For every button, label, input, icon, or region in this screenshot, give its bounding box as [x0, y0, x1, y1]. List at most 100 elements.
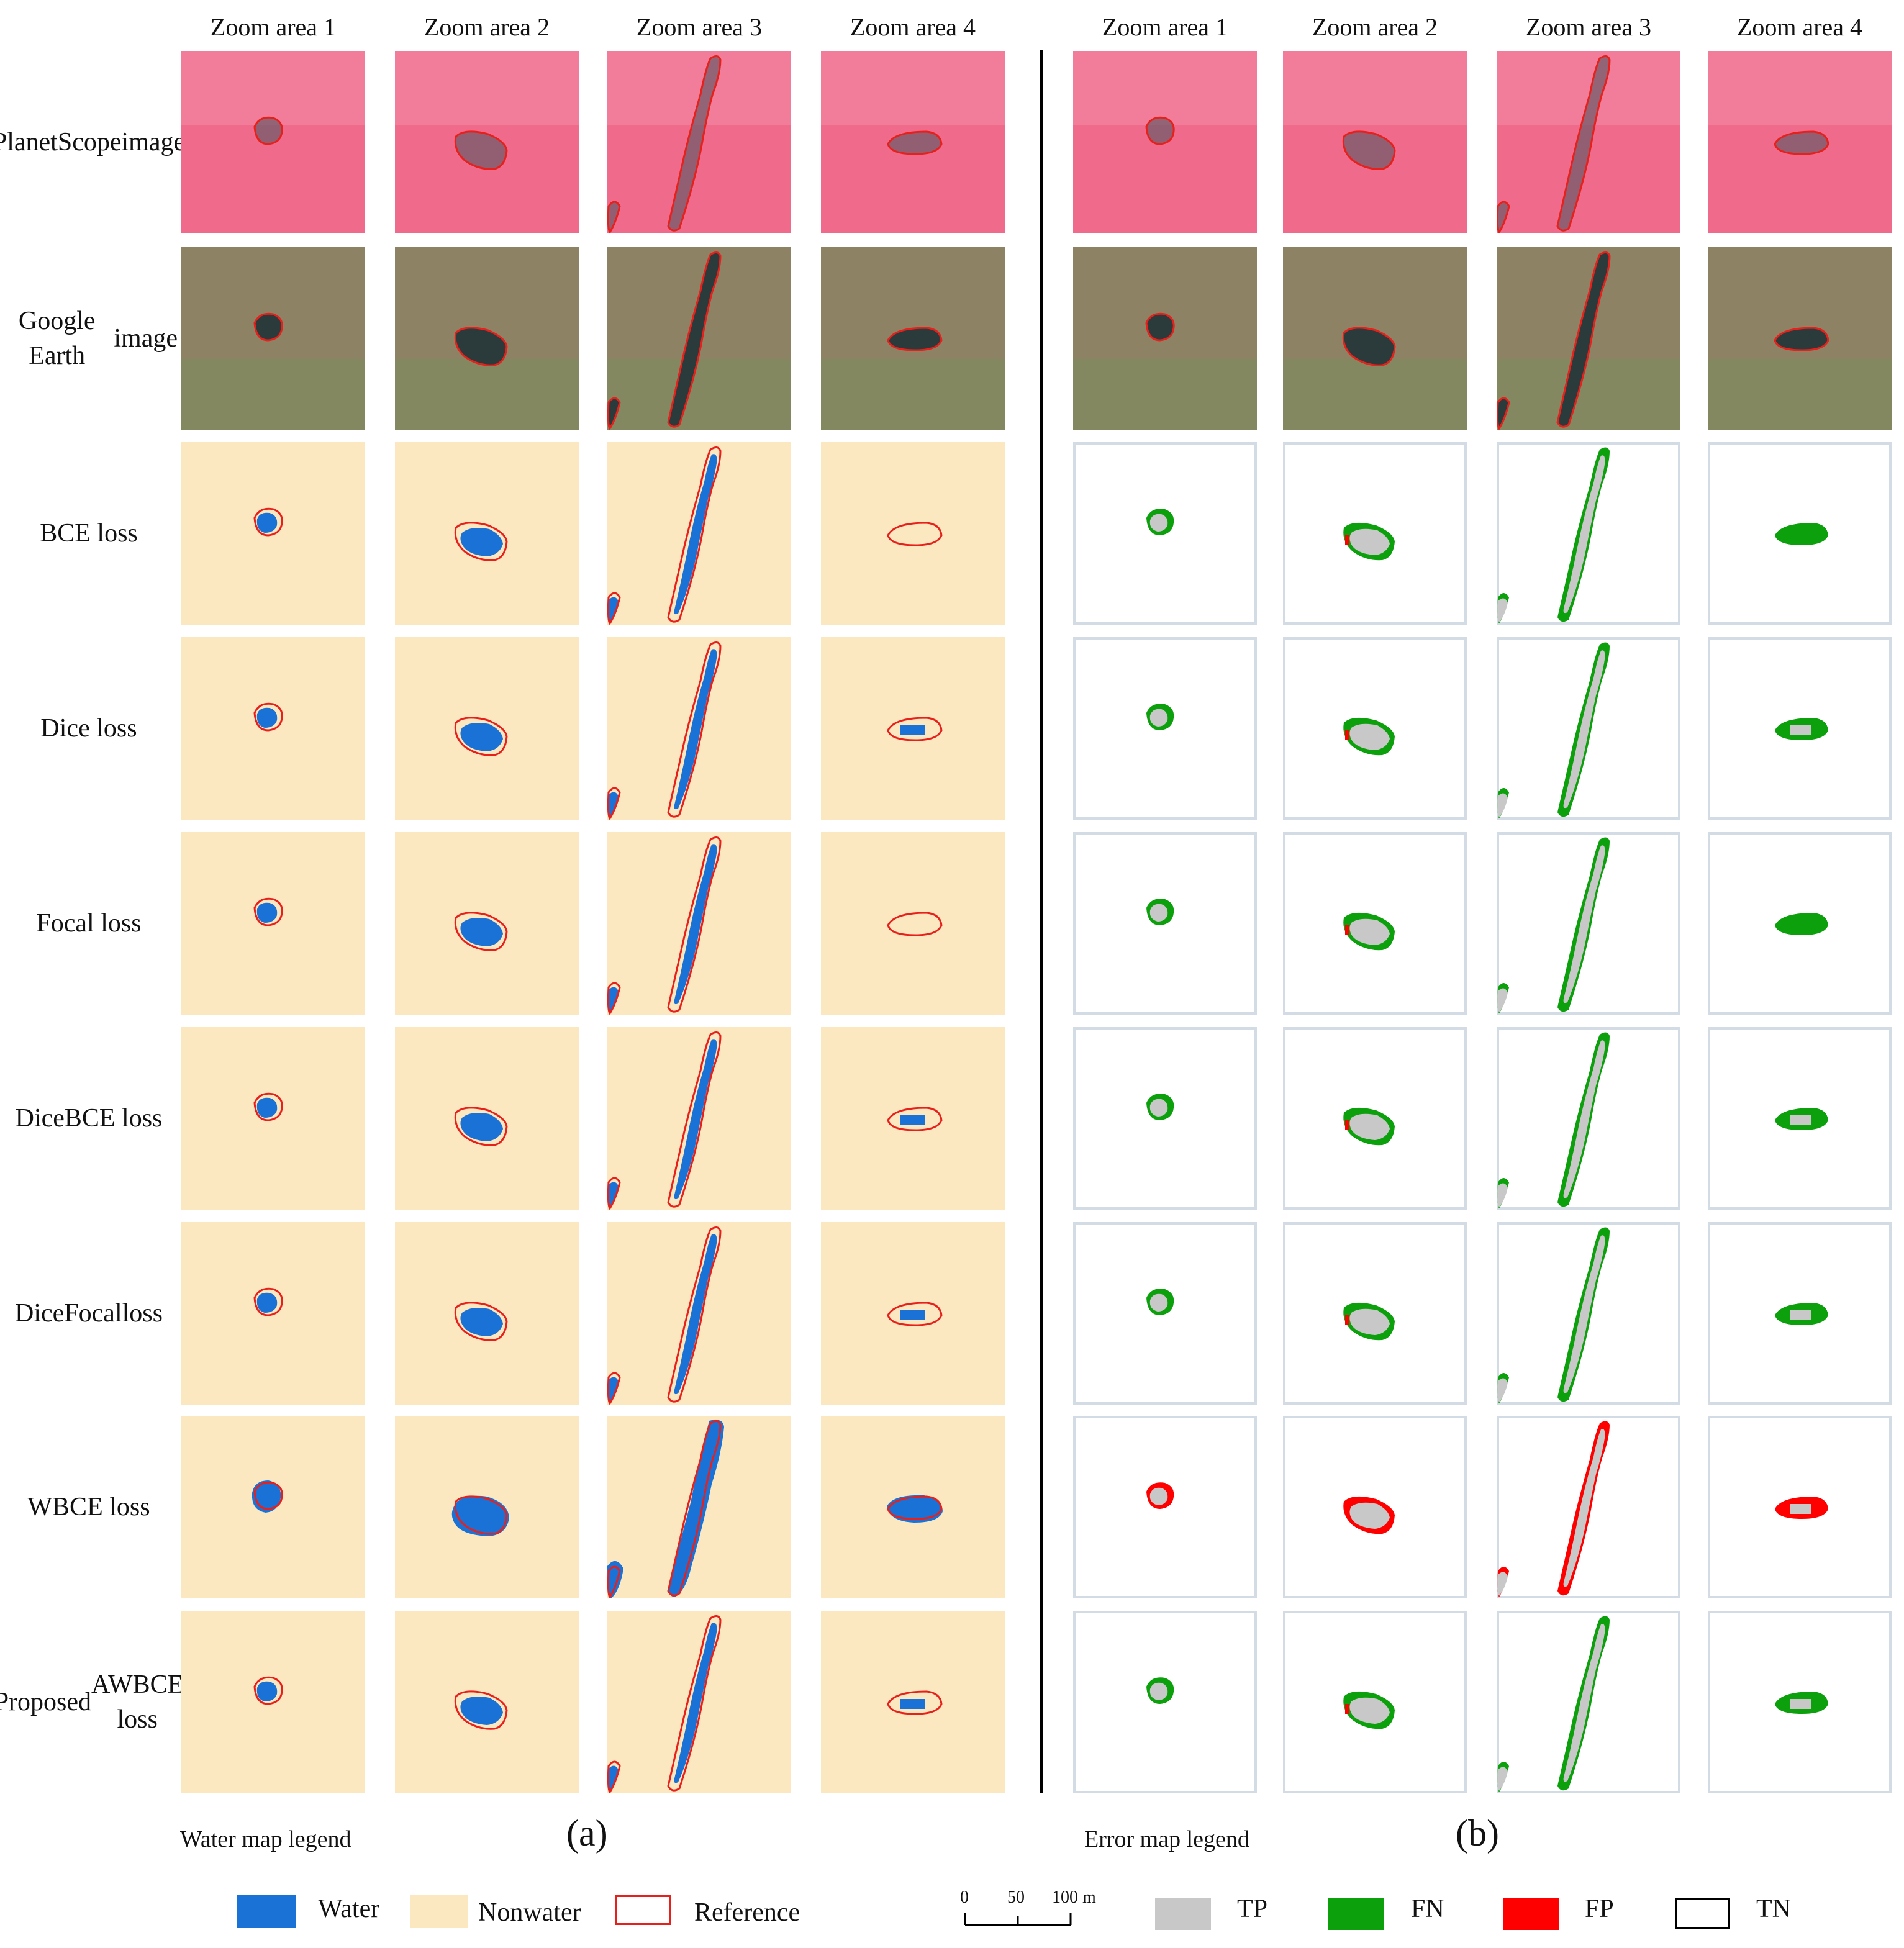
nonwater-swatch	[410, 1895, 468, 1928]
fn-legend-label: FN	[1411, 1895, 1444, 1923]
reference-swatch	[615, 1895, 671, 1925]
cell-b-bce-zoom2	[1283, 442, 1467, 625]
cell-a-wbce-zoom2	[395, 1416, 579, 1598]
cell-b-awbce-zoom1	[1073, 1611, 1257, 1793]
cell-b-wbce-zoom4	[1708, 1416, 1892, 1598]
cell-b-focal-zoom3	[1497, 832, 1680, 1015]
cell-a-google-zoom4	[821, 247, 1005, 430]
cell-b-awbce-zoom3	[1497, 1611, 1680, 1793]
cell-a-planet-zoom3	[607, 51, 791, 233]
row-label-google-earth: Google Earth image	[18, 307, 178, 370]
cell-a-dicebce-zoom2	[395, 1027, 579, 1210]
cell-a-dicefocal-zoom3	[607, 1222, 791, 1405]
cell-b-dicebce-zoom1	[1073, 1027, 1257, 1210]
cell-a-focal-zoom1	[181, 832, 365, 1015]
cell-a-dice-zoom2	[395, 637, 579, 820]
cell-b-planet-zoom3	[1497, 51, 1680, 233]
cell-a-planet-zoom1	[181, 51, 365, 233]
cell-a-dice-zoom3	[607, 637, 791, 820]
cell-b-dicefocal-zoom2	[1283, 1222, 1467, 1405]
scale-bar: 0 50 100 m	[959, 1888, 1114, 1937]
cell-a-google-zoom2	[395, 247, 579, 430]
cell-a-dice-zoom4	[821, 637, 1005, 820]
col-header-a-1: Zoom area 1	[210, 13, 337, 41]
error-legend-title: Error map legend	[1084, 1826, 1249, 1852]
cell-b-wbce-zoom2	[1283, 1416, 1467, 1598]
cell-a-dicebce-zoom4	[821, 1027, 1005, 1210]
cell-a-dicefocal-zoom1	[181, 1222, 365, 1405]
cell-a-bce-zoom2	[395, 442, 579, 625]
cell-b-awbce-zoom4	[1708, 1611, 1892, 1793]
tp-legend-label: TP	[1237, 1895, 1268, 1923]
cell-b-bce-zoom1	[1073, 442, 1257, 625]
water-swatch	[237, 1895, 296, 1928]
cell-b-dicefocal-zoom1	[1073, 1222, 1257, 1405]
cell-a-google-zoom3	[607, 247, 791, 430]
col-header-b-2: Zoom area 2	[1312, 13, 1438, 41]
cell-a-dicefocal-zoom2	[395, 1222, 579, 1405]
nonwater-legend-label: Nonwater	[478, 1898, 581, 1927]
cell-a-awbce-zoom2	[395, 1611, 579, 1793]
col-header-a-3: Zoom area 3	[636, 13, 763, 41]
panel-label-b: (b)	[1456, 1813, 1499, 1854]
scale-tick-0: 0	[960, 1888, 969, 1907]
cell-b-awbce-zoom2	[1283, 1611, 1467, 1793]
cell-b-dicebce-zoom3	[1497, 1027, 1680, 1210]
cell-a-dice-zoom1	[181, 637, 365, 820]
cell-b-wbce-zoom3	[1497, 1416, 1680, 1598]
cell-a-planet-zoom4	[821, 51, 1005, 233]
cell-a-wbce-zoom3	[607, 1416, 791, 1598]
cell-a-wbce-zoom1	[181, 1416, 365, 1598]
cell-a-bce-zoom4	[821, 442, 1005, 625]
fn-swatch	[1328, 1898, 1384, 1930]
cell-a-google-zoom1	[181, 247, 365, 430]
cell-b-focal-zoom4	[1708, 832, 1892, 1015]
reference-legend-label: Reference	[694, 1898, 800, 1927]
scale-tick-50: 50	[1007, 1888, 1025, 1907]
cell-a-planet-zoom2	[395, 51, 579, 233]
cell-b-google-zoom3	[1497, 247, 1680, 430]
row-label-wbce: WBCE loss	[27, 1493, 150, 1521]
cell-a-dicefocal-zoom4	[821, 1222, 1005, 1405]
panel-divider	[1040, 50, 1043, 1793]
water-legend-label: Water	[318, 1895, 380, 1923]
cell-b-bce-zoom3	[1497, 442, 1680, 625]
cell-a-focal-zoom2	[395, 832, 579, 1015]
cell-a-awbce-zoom4	[821, 1611, 1005, 1793]
scale-tick-100: 100 m	[1052, 1888, 1096, 1907]
cell-b-dice-zoom3	[1497, 637, 1680, 820]
cell-b-dice-zoom2	[1283, 637, 1467, 820]
cell-b-focal-zoom1	[1073, 832, 1257, 1015]
row-label-awbce: Proposed AWBCE loss	[0, 1670, 184, 1734]
cell-a-dicebce-zoom3	[607, 1027, 791, 1210]
cell-b-google-zoom4	[1708, 247, 1892, 430]
panel-label-a: (a)	[566, 1813, 608, 1854]
col-header-a-2: Zoom area 2	[424, 13, 550, 41]
cell-b-planet-zoom2	[1283, 51, 1467, 233]
cell-b-google-zoom1	[1073, 247, 1257, 430]
fp-legend-label: FP	[1585, 1895, 1614, 1923]
cell-b-wbce-zoom1	[1073, 1416, 1257, 1598]
tn-swatch	[1675, 1898, 1730, 1929]
row-label-dicebce: DiceBCE loss	[15, 1104, 163, 1133]
cell-a-bce-zoom1	[181, 442, 365, 625]
cell-b-dice-zoom4	[1708, 637, 1892, 820]
cell-b-bce-zoom4	[1708, 442, 1892, 625]
col-header-a-4: Zoom area 4	[850, 13, 976, 41]
col-header-b-4: Zoom area 4	[1736, 13, 1863, 41]
cell-b-dicefocal-zoom4	[1708, 1222, 1892, 1405]
cell-b-planet-zoom1	[1073, 51, 1257, 233]
cell-a-focal-zoom4	[821, 832, 1005, 1015]
cell-a-wbce-zoom4	[821, 1416, 1005, 1598]
col-header-b-1: Zoom area 1	[1102, 13, 1228, 41]
cell-a-awbce-zoom3	[607, 1611, 791, 1793]
water-legend-title: Water map legend	[180, 1826, 351, 1852]
cell-b-dicefocal-zoom3	[1497, 1222, 1680, 1405]
row-label-focal: Focal loss	[36, 909, 142, 938]
cell-b-dice-zoom1	[1073, 637, 1257, 820]
row-label-planetscope: PlanetScope image	[0, 128, 186, 156]
cell-b-dicebce-zoom4	[1708, 1027, 1892, 1210]
row-label-bce: BCE loss	[40, 519, 138, 548]
cell-a-bce-zoom3	[607, 442, 791, 625]
cell-b-planet-zoom4	[1708, 51, 1892, 233]
